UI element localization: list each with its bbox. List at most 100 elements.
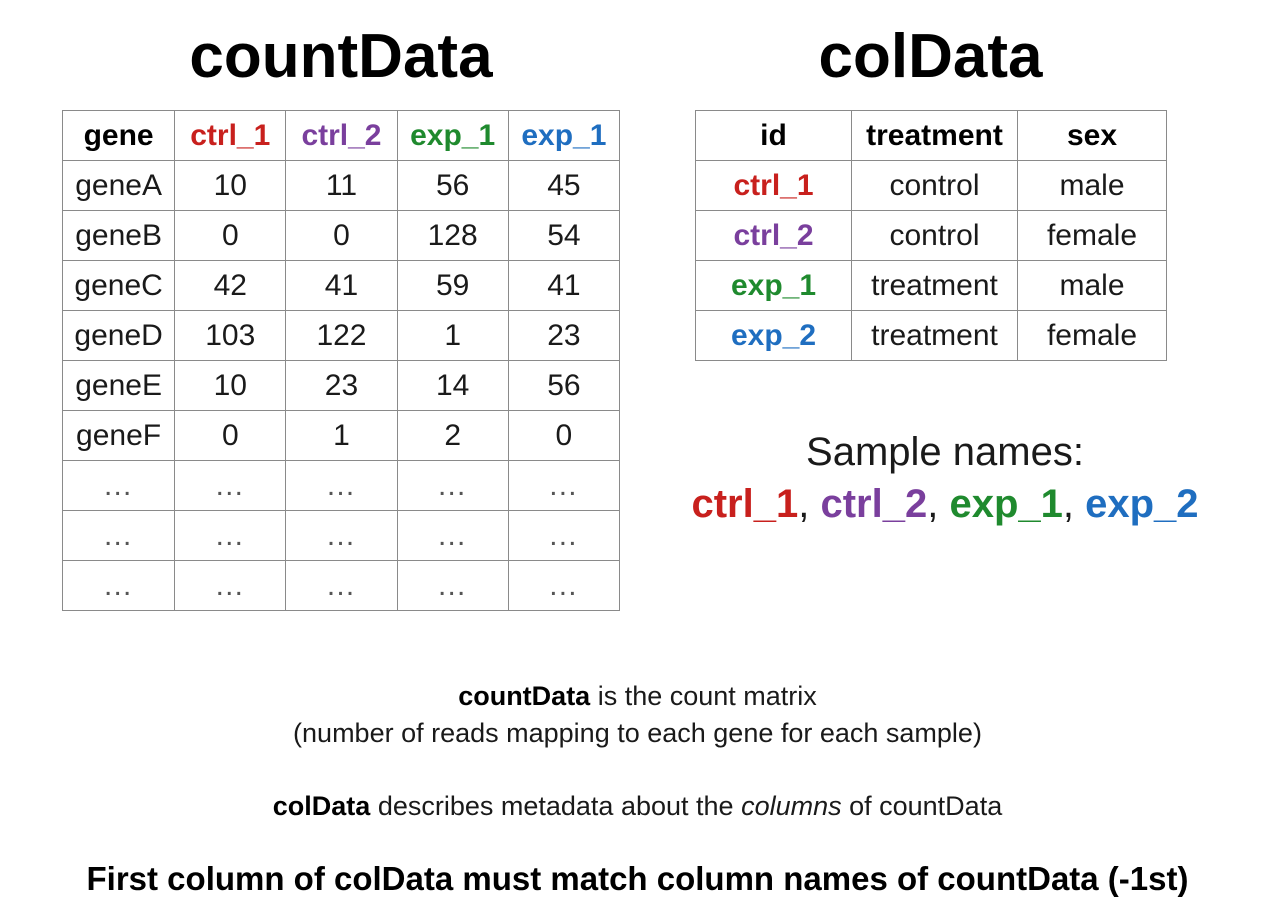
count-cell: 0 (285, 210, 398, 261)
count-cell: … (507, 510, 621, 561)
count-cell: 14 (396, 360, 509, 411)
sample-name: exp_1 (949, 482, 1063, 526)
sample-separator: , (927, 482, 939, 526)
count-cell: … (174, 560, 287, 611)
sex-cell: male (1017, 260, 1167, 311)
count-header-2: ctrl_2 (285, 110, 398, 161)
treatment-cell: control (851, 160, 1018, 211)
col-data-term: colData (272, 791, 371, 821)
sample-names-block: Sample names: ctrl_1, ctrl_2, exp_1, exp… (640, 428, 1250, 530)
table-row: geneC 42 41 59 41 (61, 260, 621, 311)
count-cell: 0 (507, 410, 621, 461)
treatment-cell: treatment (851, 260, 1018, 311)
col-data-description: colData describes metadata about the col… (0, 788, 1275, 824)
table-row: geneF 0 1 2 0 (61, 410, 621, 461)
treatment-cell: treatment (851, 310, 1018, 361)
count-cell: 41 (285, 260, 398, 311)
sample-id-cell: exp_1 (695, 260, 852, 311)
count-cell: 11 (285, 160, 398, 211)
table-row: geneB 0 0 128 54 (61, 210, 621, 261)
gene-name-cell: geneD (61, 310, 176, 361)
count-cell: 23 (507, 310, 621, 361)
count-data-definition: is the count matrix (590, 681, 817, 711)
count-cell: 10 (174, 160, 287, 211)
count-cell: … (285, 460, 398, 511)
count-cell: 122 (285, 310, 398, 361)
col-header-id: id (695, 110, 852, 161)
sex-cell: female (1017, 310, 1167, 361)
sex-cell: male (1017, 160, 1167, 211)
gene-name-cell: geneB (61, 210, 176, 261)
count-cell: … (285, 510, 398, 561)
gene-name-cell: … (61, 460, 176, 511)
count-data-table: gene ctrl_1 ctrl_2 exp_1 exp_1 geneA 10 11 56 45… (61, 110, 621, 611)
table-row: exp_1 treatment male (695, 260, 1167, 311)
count-cell: 10 (174, 360, 287, 411)
sample-name: ctrl_1 (691, 482, 799, 526)
table-row: …………… (61, 460, 621, 511)
count-cell: 1 (285, 410, 398, 461)
count-cell: 56 (396, 160, 509, 211)
sample-name: exp_2 (1085, 482, 1199, 526)
sample-names-list: ctrl_1, ctrl_2, exp_1, exp_2 (640, 478, 1250, 530)
sample-id-cell: exp_2 (695, 310, 852, 361)
matching-rule-note: First column of colData must match colum… (86, 860, 1189, 897)
sample-name: ctrl_2 (820, 482, 928, 526)
count-cell: … (396, 510, 509, 561)
count-cell: 42 (174, 260, 287, 311)
table-row: …………… (61, 510, 621, 561)
count-cell: 1 (396, 310, 509, 361)
sample-names-heading: Sample names: (806, 430, 1084, 474)
col-table-header-row: id treatment sex (695, 110, 1167, 161)
count-data-description: countData is the count matrix (0, 678, 1275, 714)
table-row: geneA 10 11 56 45 (61, 160, 621, 211)
count-cell: 0 (174, 410, 287, 461)
count-header-1: ctrl_1 (174, 110, 287, 161)
count-header-4: exp_1 (507, 110, 621, 161)
count-data-explanation: (number of reads mapping to each gene fo… (293, 718, 982, 748)
table-row: ctrl_1 control male (695, 160, 1167, 211)
count-cell: 2 (396, 410, 509, 461)
count-cell: 45 (507, 160, 621, 211)
col-data-definition-start: describes metadata about the (370, 791, 742, 821)
treatment-cell: control (851, 210, 1018, 261)
count-cell: … (174, 510, 287, 561)
gene-name-cell: geneE (61, 360, 176, 411)
sex-cell: female (1017, 210, 1167, 261)
gene-name-cell: … (61, 560, 176, 611)
col-header-sex: sex (1017, 110, 1167, 161)
count-cell: … (174, 460, 287, 511)
gene-name-cell: geneC (61, 260, 176, 311)
count-cell: 56 (507, 360, 621, 411)
sample-separator: , (798, 482, 810, 526)
count-header-3: exp_1 (396, 110, 509, 161)
sample-id-cell: ctrl_1 (695, 160, 852, 211)
count-cell: 41 (507, 260, 621, 311)
count-cell: … (507, 460, 621, 511)
count-table-header-row: gene ctrl_1 ctrl_2 exp_1 exp_1 (61, 110, 621, 161)
col-data-title: colData (818, 22, 1043, 91)
count-data-term: countData (458, 681, 591, 711)
table-row: ctrl_2 control female (695, 210, 1167, 261)
table-row: geneE 10 23 14 56 (61, 360, 621, 411)
count-cell: … (396, 560, 509, 611)
gene-name-cell: … (61, 510, 176, 561)
count-cell: … (396, 460, 509, 511)
count-cell: 0 (174, 210, 287, 261)
count-data-title: countData (189, 22, 493, 91)
count-cell: 54 (507, 210, 621, 261)
col-data-definition-end: of countData (841, 791, 1003, 821)
count-cell: … (507, 560, 621, 611)
gene-name-cell: geneA (61, 160, 176, 211)
col-header-treatment: treatment (851, 110, 1018, 161)
count-header-0: gene (61, 110, 176, 161)
col-data-table: id treatment sex ctrl_1 control male ctrl_2… (695, 110, 1167, 361)
count-cell: 23 (285, 360, 398, 411)
table-row: …………… (61, 560, 621, 611)
columns-emphasis: columns (741, 791, 842, 821)
sample-id-cell: ctrl_2 (695, 210, 852, 261)
gene-name-cell: geneF (61, 410, 176, 461)
sample-separator: , (1062, 482, 1074, 526)
count-cell: 128 (396, 210, 509, 261)
table-row: exp_2 treatment female (695, 310, 1167, 361)
